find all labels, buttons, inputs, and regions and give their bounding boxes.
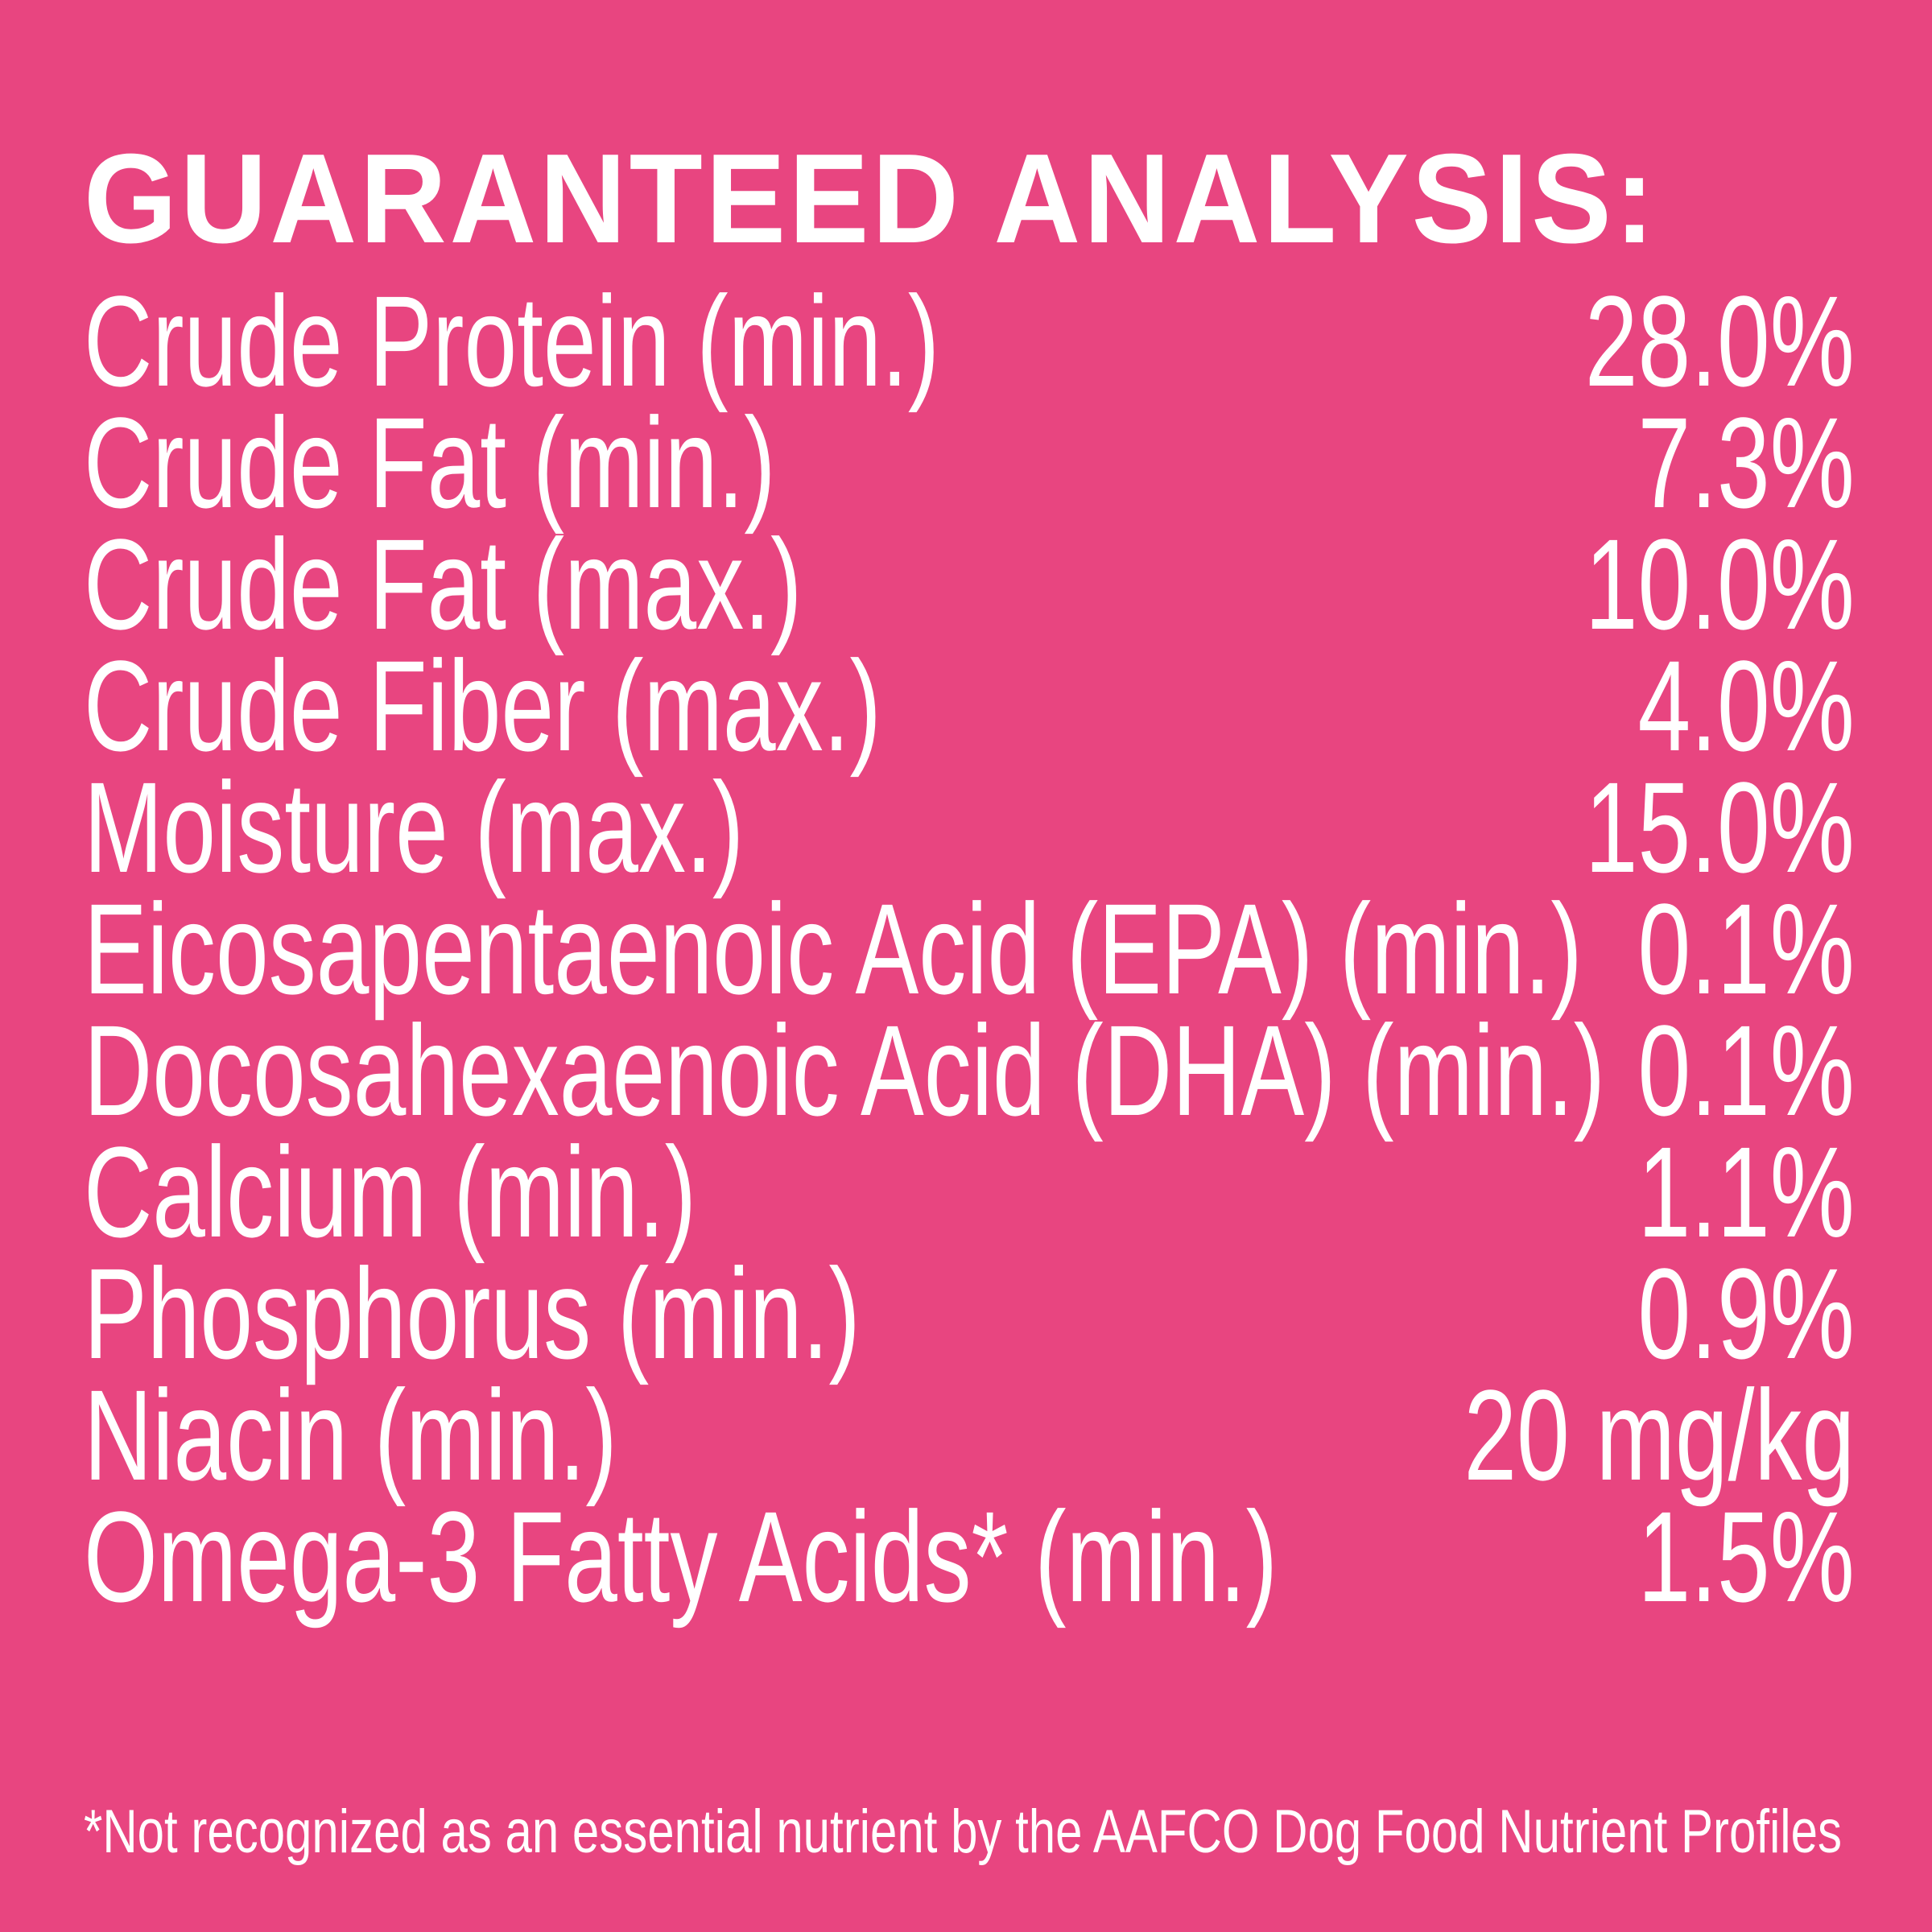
analysis-row: Niacin (min.) 20 mg/kg xyxy=(84,1371,1855,1500)
analysis-row: Crude Fiber (max.) 4.0% xyxy=(84,642,1855,770)
nutrient-value: 1.5% xyxy=(1637,1484,1855,1629)
analysis-row: Docosahexaenoic Acid (DHA) (min.) 0.1% xyxy=(84,1006,1855,1135)
nutrient-value: 20 mg/kg xyxy=(1463,1363,1855,1507)
nutrient-label: Omega-3 Fatty Acids* (min.) xyxy=(84,1484,1278,1629)
footnote: *Not recognized as an essential nutrient… xyxy=(84,1798,1842,1866)
nutrient-label: Docosahexaenoic Acid (DHA) (min.) xyxy=(84,998,1605,1142)
nutrient-value: 15.0% xyxy=(1585,755,1855,899)
nutrient-value: 10.0% xyxy=(1585,512,1855,656)
nutrient-value: 1.1% xyxy=(1637,1120,1855,1264)
nutrient-value: 0.1% xyxy=(1637,877,1855,1021)
nutrient-label: Crude Fat (max.) xyxy=(84,512,803,656)
analysis-row: Omega-3 Fatty Acids* (min.) 1.5% xyxy=(84,1492,1855,1621)
nutrient-value: 0.9% xyxy=(1637,1241,1855,1385)
nutrient-label: Crude Fat (min.) xyxy=(84,390,776,535)
nutrient-value: 7.3% xyxy=(1637,390,1855,535)
nutrient-value: 28.0% xyxy=(1585,269,1855,413)
analysis-row: Calcium (min.) 1.1% xyxy=(84,1128,1855,1257)
nutrient-value: 4.0% xyxy=(1637,634,1855,778)
nutrient-label: Crude Protein (min.) xyxy=(84,269,940,413)
nutrient-label: Moisture (max.) xyxy=(84,755,745,899)
analysis-row: Crude Fat (max.) 10.0% xyxy=(84,520,1855,649)
nutrient-label: Eicosapentaenoic Acid (EPA) (min.) xyxy=(84,877,1583,1021)
analysis-row: Crude Fat (min.) 7.3% xyxy=(84,398,1855,527)
analysis-row: Crude Protein (min.) 28.0% xyxy=(84,277,1855,406)
nutrient-label: Niacin (min.) xyxy=(84,1363,617,1507)
nutrient-label: Calcium (min.) xyxy=(84,1120,697,1264)
nutrient-label: Crude Fiber (max.) xyxy=(84,634,881,778)
analysis-row: Eicosapentaenoic Acid (EPA) (min.) 0.1% xyxy=(84,885,1855,1013)
nutrient-value: 0.1% xyxy=(1637,998,1855,1142)
nutrient-label: Phosphorus (min.) xyxy=(84,1241,861,1385)
analysis-row: Moisture (max.) 15.0% xyxy=(84,763,1855,892)
page-title: GUARANTEED ANALYSIS: xyxy=(84,128,1657,270)
analysis-row: Phosphorus (min.) 0.9% xyxy=(84,1249,1855,1378)
